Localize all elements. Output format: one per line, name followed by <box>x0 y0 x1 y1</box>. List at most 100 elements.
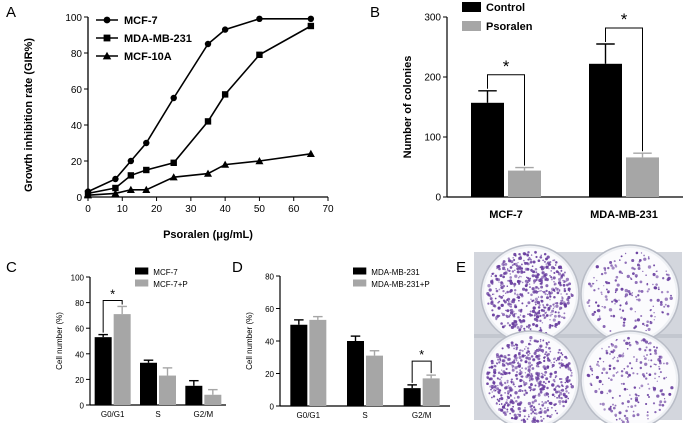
colony-dot <box>534 303 537 306</box>
colony-dot <box>506 269 509 272</box>
colony-dot <box>555 390 559 394</box>
colony-dot <box>542 290 544 293</box>
colony-dot <box>663 377 666 380</box>
marker-triangle <box>306 149 315 157</box>
colony-dot <box>625 416 629 421</box>
colony-dot <box>554 287 558 290</box>
colony-dot <box>610 264 613 267</box>
colony-dot <box>549 304 552 308</box>
colony-dot <box>527 324 531 327</box>
colony-dot <box>514 391 518 395</box>
colony-dot <box>622 324 626 327</box>
colony-dot <box>535 278 538 282</box>
colony-dot <box>667 276 671 281</box>
colony-dot <box>565 363 569 367</box>
legend-marker <box>103 34 111 42</box>
colony-dot <box>547 399 550 403</box>
colony-dot <box>551 324 554 327</box>
colony-dot <box>539 314 542 318</box>
colony-dot <box>535 315 540 319</box>
colony-dot <box>513 397 516 399</box>
colony-dot <box>527 357 532 361</box>
colony-dot <box>501 312 503 314</box>
colony-dot <box>570 372 573 374</box>
colony-dot <box>536 273 540 276</box>
colony-dot <box>527 313 529 316</box>
colony-dot <box>520 419 523 422</box>
colony-dot <box>638 394 640 397</box>
colony-dot <box>601 347 603 350</box>
colony-dot <box>488 392 491 395</box>
colony-dot <box>530 298 532 300</box>
colony-dot <box>553 259 556 262</box>
colony-dot <box>666 312 670 316</box>
colony-dot <box>488 366 491 369</box>
colony-dot <box>539 340 542 343</box>
colony-dot <box>492 362 495 364</box>
colony-dot <box>657 288 660 291</box>
colony-dot <box>553 284 555 286</box>
colony-dot <box>498 361 501 364</box>
colony-dot <box>540 254 542 257</box>
category-label: G0/G1 <box>297 411 321 420</box>
colony-dot <box>654 351 658 355</box>
colony-dot <box>527 281 529 284</box>
colony-dot <box>555 301 559 305</box>
colony-dot <box>658 403 662 407</box>
colony-dot <box>653 363 656 366</box>
colony-dot <box>530 388 532 391</box>
colony-dot <box>541 271 545 275</box>
colony-dot <box>556 291 560 295</box>
colony-dot <box>640 314 643 318</box>
colony-dot <box>487 284 491 288</box>
colony-dot <box>620 354 625 358</box>
colony-dot <box>504 269 506 271</box>
colony-dot <box>528 342 531 346</box>
colony-dot <box>530 343 532 346</box>
colony-dot <box>504 391 507 394</box>
colony-dot <box>593 310 597 314</box>
colony-dot <box>595 279 598 282</box>
colony-dot <box>532 270 536 274</box>
colony-dot <box>529 277 532 280</box>
colony-dot <box>510 416 514 420</box>
colony-dot <box>643 357 647 361</box>
colony-dot <box>522 418 525 421</box>
y-tick-label: 100 <box>424 133 441 144</box>
colony-dot <box>523 259 525 262</box>
colony-dot <box>507 302 511 306</box>
colony-dot <box>555 261 558 264</box>
colony-dot <box>515 346 519 349</box>
colony-dot <box>602 361 605 363</box>
colony-dot <box>541 275 545 279</box>
colony-dot <box>625 409 628 413</box>
colony-dot <box>605 371 609 375</box>
colony-dot <box>539 329 543 332</box>
marker-circle <box>221 26 229 33</box>
colony-dot <box>646 320 650 324</box>
colony-dot <box>526 418 529 420</box>
colony-dot <box>519 275 521 278</box>
colony-dot <box>612 406 616 410</box>
colony-dot <box>511 368 515 372</box>
colony-dot <box>505 367 508 370</box>
colony-dot <box>503 272 506 275</box>
legend-label: MDA-MB-231+P <box>371 280 429 289</box>
colony-dot <box>527 365 531 369</box>
x-tick-label: 30 <box>185 204 197 215</box>
colony-dot <box>539 407 542 410</box>
colony-dot <box>560 381 563 384</box>
colony-dot <box>513 359 516 362</box>
colony-dot <box>610 315 613 317</box>
colony-dot <box>557 281 562 285</box>
colony-dot <box>646 290 649 293</box>
colony-dot <box>643 257 647 261</box>
colony-dot <box>517 295 520 299</box>
colony-dot <box>535 319 539 322</box>
colony-dot <box>516 267 520 271</box>
colony-dot <box>552 259 554 262</box>
colony-dot <box>498 281 500 283</box>
colony-dot <box>532 306 536 310</box>
colony-dot <box>499 360 501 362</box>
colony-dot <box>611 343 615 347</box>
